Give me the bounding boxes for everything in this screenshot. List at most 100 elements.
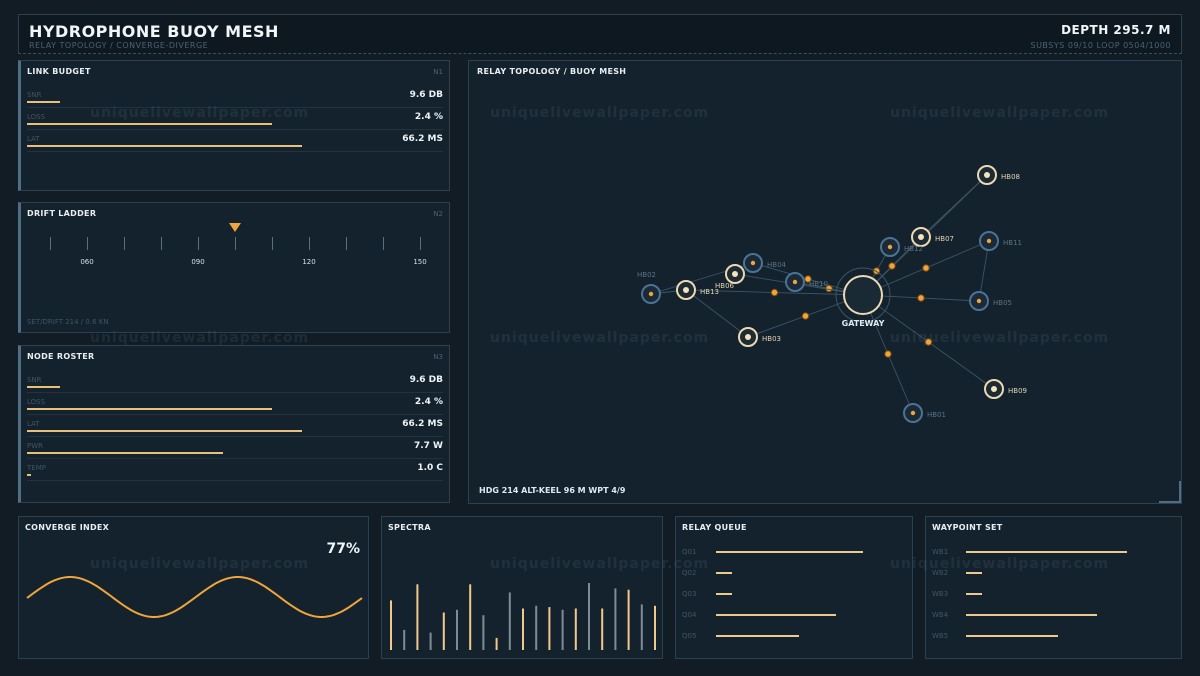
node-roster-panel: NODE ROSTER N3 SNR 9.6 DB LOSS 2.4 % LAT 66.2… [18, 345, 450, 503]
metric-value: 2.4 % [414, 397, 443, 407]
queue-row: WB5 [932, 631, 1162, 641]
ladder-tick [420, 237, 421, 250]
metric-row-pwr: PWR 7.7 W [27, 439, 443, 459]
buoy-node-label: HB06 [715, 282, 735, 290]
spectra-bar [469, 584, 472, 650]
queue-row: Q02 [682, 568, 912, 578]
buoy-node-label: HB08 [1001, 173, 1020, 181]
subsystem-status: SUBSYS 09/10 LOOP 0504/1000 [1030, 41, 1171, 50]
spectra-bar [403, 629, 406, 650]
nav-status: HDG 214 ALT-KEEL 96 M WPT 4/9 [479, 486, 626, 495]
metric-bar [27, 386, 61, 388]
relay-packet [801, 312, 810, 320]
buoy-node-core [991, 386, 997, 392]
converge-percent: 77% [326, 541, 360, 557]
buoy-node-core [984, 172, 990, 178]
ladder-tick [124, 237, 125, 250]
ladder-label: 060 [80, 258, 94, 266]
queue-bar [966, 551, 1127, 553]
corner-bracket [1159, 481, 1181, 503]
ladder-tick [309, 237, 310, 250]
spectra-bar [561, 609, 564, 650]
queue-row: WB3 [932, 589, 1162, 599]
spectra-bar [574, 608, 577, 650]
queue-label: WB5 [932, 632, 949, 640]
spectra-panel: SPECTRA [381, 516, 663, 659]
ladder-label: 150 [413, 258, 427, 266]
panel-title: SPECTRA [388, 523, 431, 532]
link-budget-panel: LINK BUDGET N1 SNR 9.6 DB LOSS 2.4 % LAT 66.2… [18, 60, 450, 191]
queue-row: Q05 [682, 631, 912, 641]
spectra-bar [522, 608, 524, 650]
spectra-bar [640, 604, 643, 650]
metric-bar [27, 452, 223, 454]
spectra-bar [416, 584, 419, 650]
buoy-node-label: HB01 [927, 411, 946, 419]
depth-readout: DEPTH 295.7 M [1061, 23, 1171, 37]
metric-bar [27, 101, 61, 103]
metric-label: LAT [27, 420, 40, 428]
metric-row-snr: SNR 9.6 DB [27, 88, 443, 108]
spectra-bar [535, 605, 538, 650]
queue-row: WB4 [932, 610, 1162, 620]
queue-label: Q01 [682, 548, 697, 556]
metric-value: 9.6 DB [409, 375, 443, 385]
ladder-tick [235, 237, 236, 250]
queue-label: WB2 [932, 569, 949, 577]
gateway-halo [835, 267, 891, 323]
queue-label: Q04 [682, 611, 697, 619]
buoy-node-core [683, 287, 689, 293]
buoy-node-core [732, 271, 738, 277]
spectra-bar [627, 589, 630, 650]
spectra-bars [390, 583, 656, 650]
buoy-node-label: HB13 [700, 288, 719, 296]
mesh-graph: GATEWAY HB08 HB07 HB11 HB12 HB04 HB06 HB10 HB02 H… [637, 165, 1027, 423]
metric-row-snr: SNR 9.6 DB [27, 373, 443, 393]
queue-row: WB1 [932, 547, 1162, 557]
gateway-node[interactable] [843, 275, 883, 315]
waypoint-set-panel: WAYPOINT SET WB1 WB2 WB3 WB4 WB5 [925, 516, 1182, 659]
buoy-node-label: HB12 [904, 245, 923, 253]
app-subtitle: RELAY TOPOLOGY / CONVERGE-DIVERGE [29, 41, 209, 50]
panel-title: CONVERGE INDEX [25, 523, 110, 532]
queue-label: Q05 [682, 632, 697, 640]
mesh-link [978, 240, 990, 302]
panel-tag: N1 [433, 68, 443, 76]
converge-wave-line [26, 576, 363, 618]
buoy-node-label: HB05 [993, 299, 1012, 307]
relay-packet [888, 262, 896, 270]
ladder-tick [272, 237, 273, 250]
panel-title: WAYPOINT SET [932, 523, 1003, 532]
queue-label: Q03 [682, 590, 697, 598]
spectra-bar [614, 588, 617, 650]
relay-packet [770, 288, 779, 297]
metric-label: LAT [27, 135, 40, 143]
buoy-node-core [745, 334, 751, 340]
panel-title: LINK BUDGET [27, 67, 91, 76]
buoy-node-core [976, 298, 982, 304]
queue-bar [716, 551, 864, 553]
ladder-label: 120 [302, 258, 316, 266]
relay-packet [922, 264, 930, 272]
metric-value: 2.4 % [414, 112, 443, 122]
metric-bar [27, 408, 273, 410]
relay-topology-panel: RELAY TOPOLOGY / BUOY MESH GATEWAY HB08 HB… [468, 60, 1182, 504]
metric-value: 9.6 DB [409, 90, 443, 100]
buoy-node-label: HB03 [762, 335, 781, 343]
metric-bar [27, 430, 302, 432]
metric-row-lat: LAT 66.2 MS [27, 417, 443, 437]
spectra-bar [548, 607, 551, 650]
relay-packet [924, 338, 933, 346]
drift-ladder-panel: DRIFT LADDER N2 060 090 120 150 SET/DRIFT 2… [18, 202, 450, 333]
buoy-node-core [792, 279, 798, 285]
buoy-node-core [648, 291, 654, 297]
queue-label: WB3 [932, 590, 949, 598]
converge-index-panel: CONVERGE INDEX 77% [18, 516, 369, 659]
queue-row: Q04 [682, 610, 912, 620]
spectra-bar [508, 592, 511, 650]
metric-value: 66.2 MS [402, 419, 443, 429]
metric-row-loss: LOSS 2.4 % [27, 395, 443, 415]
metric-value: 7.7 W [413, 441, 443, 451]
ladder-label: 090 [191, 258, 205, 266]
